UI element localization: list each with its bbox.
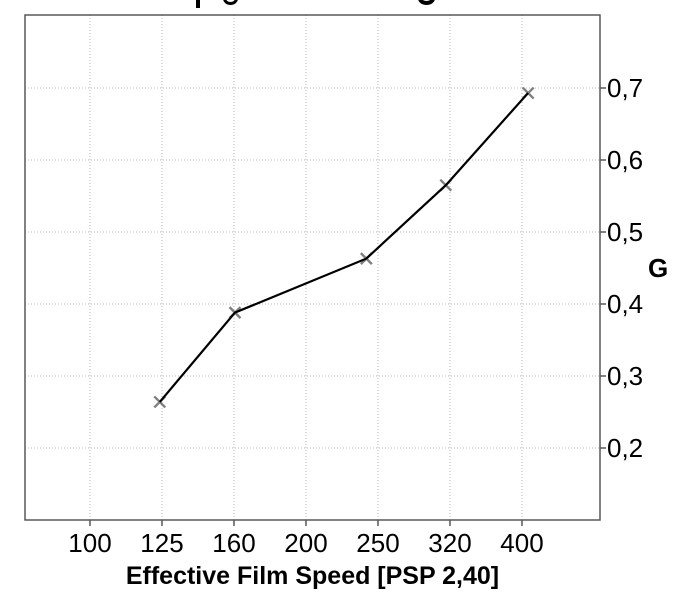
x-tick-label: 125 (140, 528, 184, 558)
y-tick-label: 0,2 (607, 433, 644, 463)
x-tick-label: 160 (212, 528, 256, 558)
x-tick-label: 320 (428, 528, 472, 558)
series-line (158, 92, 529, 403)
x-tick-label: 250 (356, 528, 400, 558)
x-tick-label: 200 (284, 528, 328, 558)
clipped-title-fragment (196, 0, 200, 8)
y-tick-label: 0,4 (607, 289, 644, 319)
plot-border (24, 14, 601, 521)
y-tick-label: 0,3 (607, 361, 644, 391)
x-axis-title: Effective Film Speed [PSP 2,40] (125, 562, 500, 590)
y-axis-title: G (648, 253, 669, 283)
x-tick-label: 400 (500, 528, 544, 558)
y-tick-label: 0,6 (607, 145, 644, 175)
x-tick-label: 100 (68, 528, 112, 558)
y-tick-label: 0,7 (607, 73, 644, 103)
clipped-title-fragment (418, 0, 435, 5)
y-tick-label: 0,5 (607, 217, 644, 247)
